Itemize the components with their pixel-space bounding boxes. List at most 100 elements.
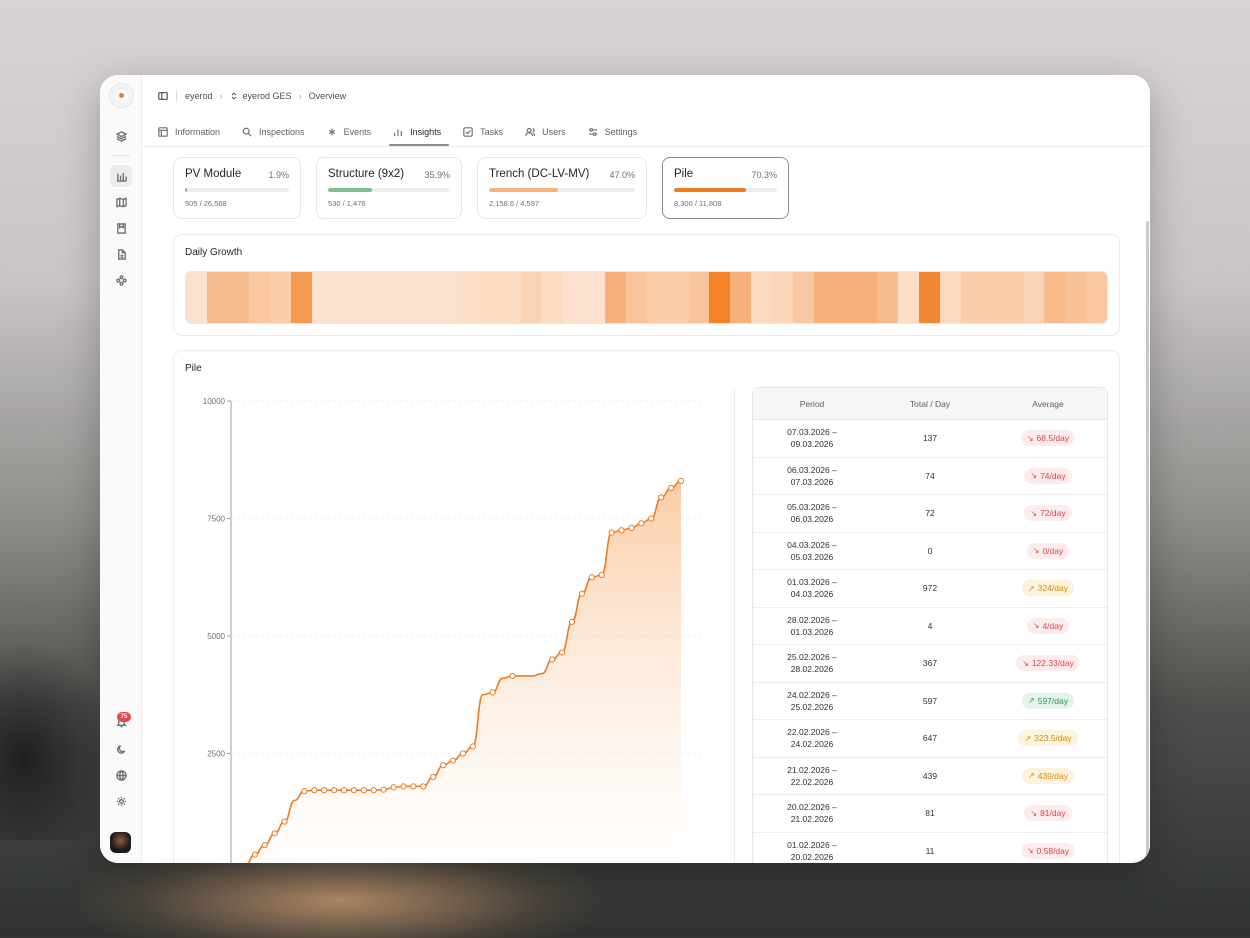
data-point[interactable] [350,787,358,794]
data-point[interactable] [588,574,595,581]
map-icon[interactable] [110,191,132,213]
growth-cell[interactable] [897,272,919,323]
growth-cell[interactable] [667,272,689,323]
data-point[interactable] [638,520,645,527]
growth-cell[interactable] [981,272,1003,323]
tab-users[interactable]: Users [525,119,572,145]
table-row[interactable]: 07.03.2026 –09.03.2026 137 ↘ 68.5/day [753,420,1107,458]
daily-growth-heatmap[interactable] [185,271,1108,324]
growth-cell[interactable] [814,272,836,323]
growth-cell[interactable] [625,272,647,323]
growth-cell[interactable] [583,272,605,323]
data-point[interactable] [568,618,576,625]
growth-cell[interactable] [332,272,354,323]
growth-cell[interactable] [1065,272,1087,323]
table-row[interactable]: 06.03.2026 –07.03.2026 74 ↘ 74/day [753,458,1107,495]
bookmark-icon[interactable] [110,217,132,239]
data-point[interactable] [648,515,655,522]
growth-cell[interactable] [541,272,563,323]
data-point[interactable] [400,783,407,790]
growth-cell[interactable] [395,272,417,323]
avatar[interactable] [110,832,131,853]
switch-icon[interactable] [230,92,238,100]
growth-cell[interactable] [458,272,480,323]
tab-tasks[interactable]: Tasks [463,119,509,145]
growth-cell[interactable] [772,272,794,323]
growth-cell[interactable] [311,272,333,323]
table-row[interactable]: 25.02.2026 –28.02.2026 367 ↘ 122.33/day [753,645,1107,683]
growth-cell[interactable] [437,272,459,323]
table-row[interactable]: 05.03.2026 –06.03.2026 72 ↘ 72/day [753,495,1107,533]
col-average-header[interactable]: Average [1032,398,1064,409]
globe-icon[interactable] [110,764,132,786]
metric-card-pv-module[interactable]: PV Module 1.9% 505 / 26,568 [173,157,301,219]
data-point[interactable] [658,494,665,501]
growth-cell[interactable] [793,272,815,323]
growth-cell[interactable] [1086,272,1107,323]
growth-cell[interactable] [646,272,668,323]
tab-inspections[interactable]: Inspections [242,119,311,145]
pile-cumulative-chart[interactable]: 10000 7500 5000 2500 [185,391,715,863]
data-point[interactable] [558,649,566,656]
growth-cell[interactable] [227,272,249,323]
growth-cell[interactable] [709,272,731,323]
data-point[interactable] [469,743,476,750]
document-icon[interactable] [110,243,132,265]
table-row[interactable]: 04.03.2026 –05.03.2026 0 ↘ 0/day [753,533,1107,570]
data-point[interactable] [281,818,288,825]
table-row[interactable]: 20.02.2026 –21.02.2026 81 ↘ 81/day [753,795,1107,833]
cluster-icon[interactable] [110,269,132,291]
data-point[interactable] [628,524,635,531]
breadcrumb-project[interactable]: eyerod GES [242,91,292,101]
growth-cell[interactable] [562,272,584,323]
data-point[interactable] [261,842,268,849]
growth-cell[interactable] [876,272,898,323]
growth-cell[interactable] [248,272,270,323]
table-row[interactable]: 22.02.2026 –24.02.2026 647 ↗ 323.5/day [753,720,1107,758]
table-row[interactable]: 21.02.2026 –22.02.2026 439 ↗ 439/day [753,758,1107,795]
data-point[interactable] [459,750,467,757]
data-point[interactable] [667,484,675,492]
table-row[interactable]: 24.02.2026 –25.02.2026 597 ↗ 597/day [753,683,1107,720]
data-point[interactable] [331,787,338,794]
col-total-header[interactable]: Total / Day [909,398,951,409]
metric-card-pile[interactable]: Pile 70.3% 8,300 / 11,808 [662,157,789,219]
data-point[interactable] [370,787,377,794]
growth-cell[interactable] [206,272,228,323]
data-point[interactable] [360,787,367,794]
data-point[interactable] [677,477,685,485]
data-point[interactable] [598,571,605,578]
growth-cell[interactable] [835,272,856,323]
growth-cell[interactable] [730,272,752,323]
growth-cell[interactable] [186,272,207,323]
insights-icon[interactable] [110,165,132,187]
growth-cell[interactable] [416,272,438,323]
metric-card-trench[interactable]: Trench (DC-LV-MV) 47.0% 2,158.6 / 4,597 [477,157,647,219]
growth-cell[interactable] [479,272,501,323]
tab-information[interactable]: Information [158,119,226,145]
data-point[interactable] [449,757,457,764]
growth-cell[interactable] [500,272,521,323]
data-point[interactable] [410,783,417,790]
tab-events[interactable]: Events [327,119,378,145]
data-point[interactable] [509,672,516,680]
sidebar-toggle-icon[interactable] [158,91,168,101]
growth-cell[interactable] [290,272,312,323]
growth-cell[interactable] [751,272,773,323]
data-point[interactable] [420,783,427,790]
data-point[interactable] [380,786,387,793]
table-row[interactable]: 01.02.2026 –20.02.2026 11 ↘ 0.58/day [753,833,1107,864]
data-point[interactable] [321,787,328,794]
data-point[interactable] [440,762,447,769]
tab-insights[interactable]: Insights [389,119,450,146]
growth-cell[interactable] [939,272,961,323]
data-point[interactable] [311,787,318,794]
data-point[interactable] [489,689,496,696]
data-point[interactable] [340,787,348,794]
growth-cell[interactable] [1023,272,1045,323]
growth-cell[interactable] [1044,272,1066,323]
layers-icon[interactable] [110,125,132,147]
data-point[interactable] [251,851,258,858]
table-row[interactable]: 28.02.2026 –01.03.2026 4 ↘ 4/day [753,608,1107,645]
growth-cell[interactable] [604,272,626,323]
